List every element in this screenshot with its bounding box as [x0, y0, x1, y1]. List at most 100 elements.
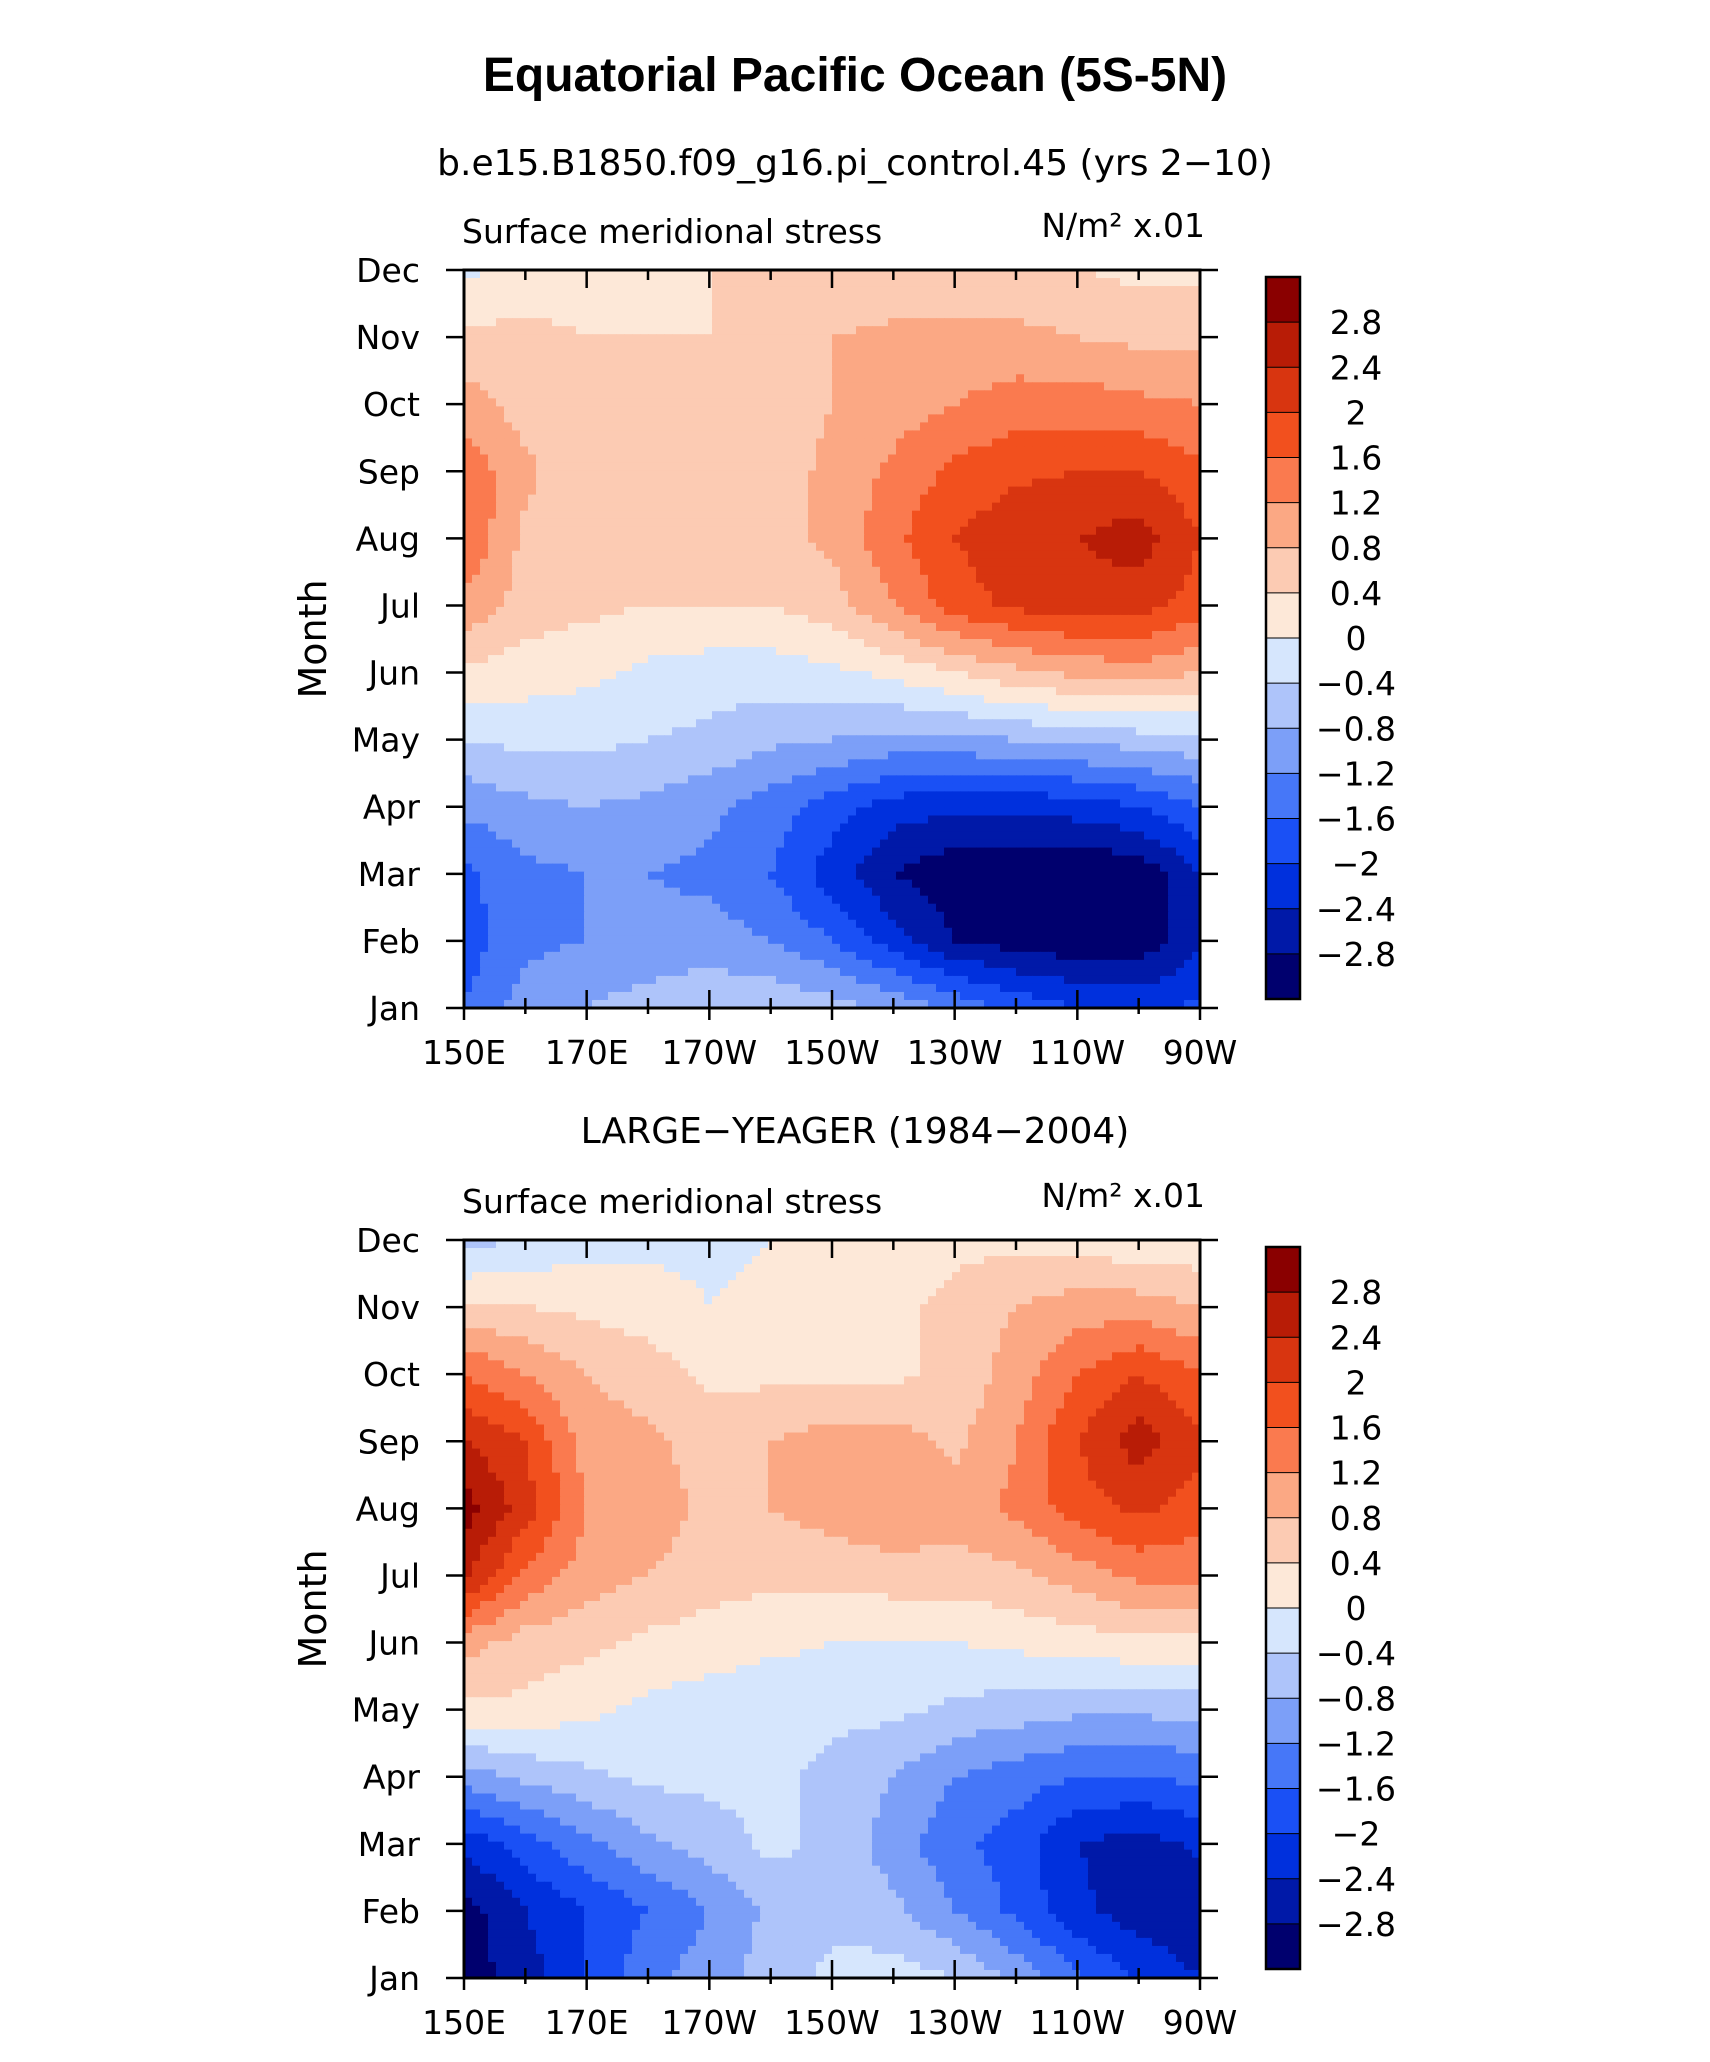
contour-cell	[960, 687, 969, 696]
contour-cell	[1024, 550, 1033, 560]
contour-cell	[520, 326, 529, 335]
contour-cell	[1184, 574, 1193, 584]
contour-cell	[1016, 334, 1025, 343]
contour-cell	[872, 454, 881, 464]
contour-cell	[1016, 454, 1025, 464]
contour-cell	[728, 582, 737, 592]
contour-cell	[832, 534, 841, 544]
contour-cell	[952, 454, 961, 464]
contour-cell	[896, 687, 905, 696]
contour-cell	[528, 478, 537, 488]
contour-cell	[672, 687, 681, 696]
contour-cell	[808, 550, 817, 560]
contour-cell	[768, 574, 777, 584]
contour-cell	[744, 294, 753, 303]
contour-cell	[984, 446, 993, 456]
contour-cell	[1168, 550, 1177, 560]
contour-cell	[808, 526, 817, 536]
contour-cell	[584, 462, 593, 472]
contour-cell	[568, 414, 577, 424]
contour-cell	[1008, 486, 1017, 496]
contour-cell	[552, 663, 561, 672]
contour-cell	[1024, 398, 1033, 408]
contour-cell	[912, 342, 921, 351]
contour-cell	[552, 390, 561, 400]
contour-cell	[576, 454, 585, 464]
contour-cell	[496, 486, 505, 496]
contour-cell	[632, 438, 641, 448]
contour-cell	[1056, 671, 1065, 680]
contour-cell	[1032, 486, 1041, 496]
contour-cell	[640, 494, 649, 504]
contour-cell	[1040, 598, 1049, 608]
contour-cell	[512, 526, 521, 536]
contour-cell	[1152, 318, 1161, 327]
contour-cell	[1080, 278, 1089, 287]
contour-cell	[736, 671, 745, 680]
contour-cell	[608, 382, 617, 392]
contour-cell	[1096, 358, 1105, 367]
contour-cell	[776, 414, 785, 424]
contour-cell	[1144, 582, 1153, 592]
contour-cell	[688, 622, 697, 632]
contour-cell	[504, 454, 513, 464]
contour-cell	[1184, 326, 1193, 335]
contour-cell	[992, 414, 1001, 424]
contour-cell	[872, 270, 881, 279]
contour-cell	[816, 462, 825, 472]
contour-cell	[1128, 334, 1137, 343]
contour-cell	[520, 574, 529, 584]
contour-cell	[760, 590, 769, 600]
contour-cell	[536, 302, 545, 311]
contour-cell	[776, 574, 785, 584]
contour-cell	[920, 558, 929, 568]
contour-cell	[1176, 342, 1185, 351]
contour-cell	[680, 671, 689, 680]
contour-cell	[1072, 422, 1081, 432]
contour-cell	[824, 278, 833, 287]
contour-cell	[488, 334, 497, 343]
contour-cell	[1144, 342, 1153, 351]
contour-cell	[1064, 470, 1073, 480]
contour-cell	[792, 518, 801, 528]
contour-cell	[1016, 655, 1025, 664]
contour-cell	[1056, 687, 1065, 696]
contour-cell	[776, 462, 785, 472]
contour-cell	[1120, 406, 1129, 416]
contour-cell	[600, 366, 609, 375]
contour-cell	[1128, 671, 1137, 680]
contour-cell	[688, 510, 697, 520]
contour-cell	[704, 310, 713, 319]
contour-cell	[936, 422, 945, 432]
contour-cell	[1104, 462, 1113, 472]
contour-cell	[1176, 462, 1185, 472]
contour-cell	[1024, 358, 1033, 367]
contour-cell	[768, 663, 777, 672]
contour-cell	[864, 566, 873, 576]
contour-cell	[1096, 526, 1105, 536]
contour-cell	[1176, 590, 1185, 600]
contour-cell	[1120, 590, 1129, 600]
contour-cell	[1176, 663, 1185, 672]
contour-cell	[920, 334, 929, 343]
contour-cell	[1192, 695, 1200, 704]
contour-cell	[896, 655, 905, 664]
contour-cell	[1048, 326, 1057, 335]
contour-cell	[1168, 278, 1177, 287]
contour-cell	[864, 614, 873, 624]
contour-cell	[776, 687, 785, 696]
contour-cell	[928, 606, 937, 616]
contour-cell	[816, 406, 825, 416]
contour-cell	[504, 647, 513, 656]
contour-cell	[1080, 270, 1089, 279]
contour-cell	[1000, 687, 1009, 696]
contour-cell	[1080, 647, 1089, 656]
contour-cell	[968, 687, 977, 696]
contour-cell	[584, 398, 593, 408]
contour-cell	[904, 390, 913, 400]
contour-cell	[1040, 310, 1049, 319]
contour-cell	[784, 302, 793, 311]
contour-cell	[792, 510, 801, 520]
contour-cell	[568, 663, 577, 672]
contour-cell	[776, 390, 785, 400]
